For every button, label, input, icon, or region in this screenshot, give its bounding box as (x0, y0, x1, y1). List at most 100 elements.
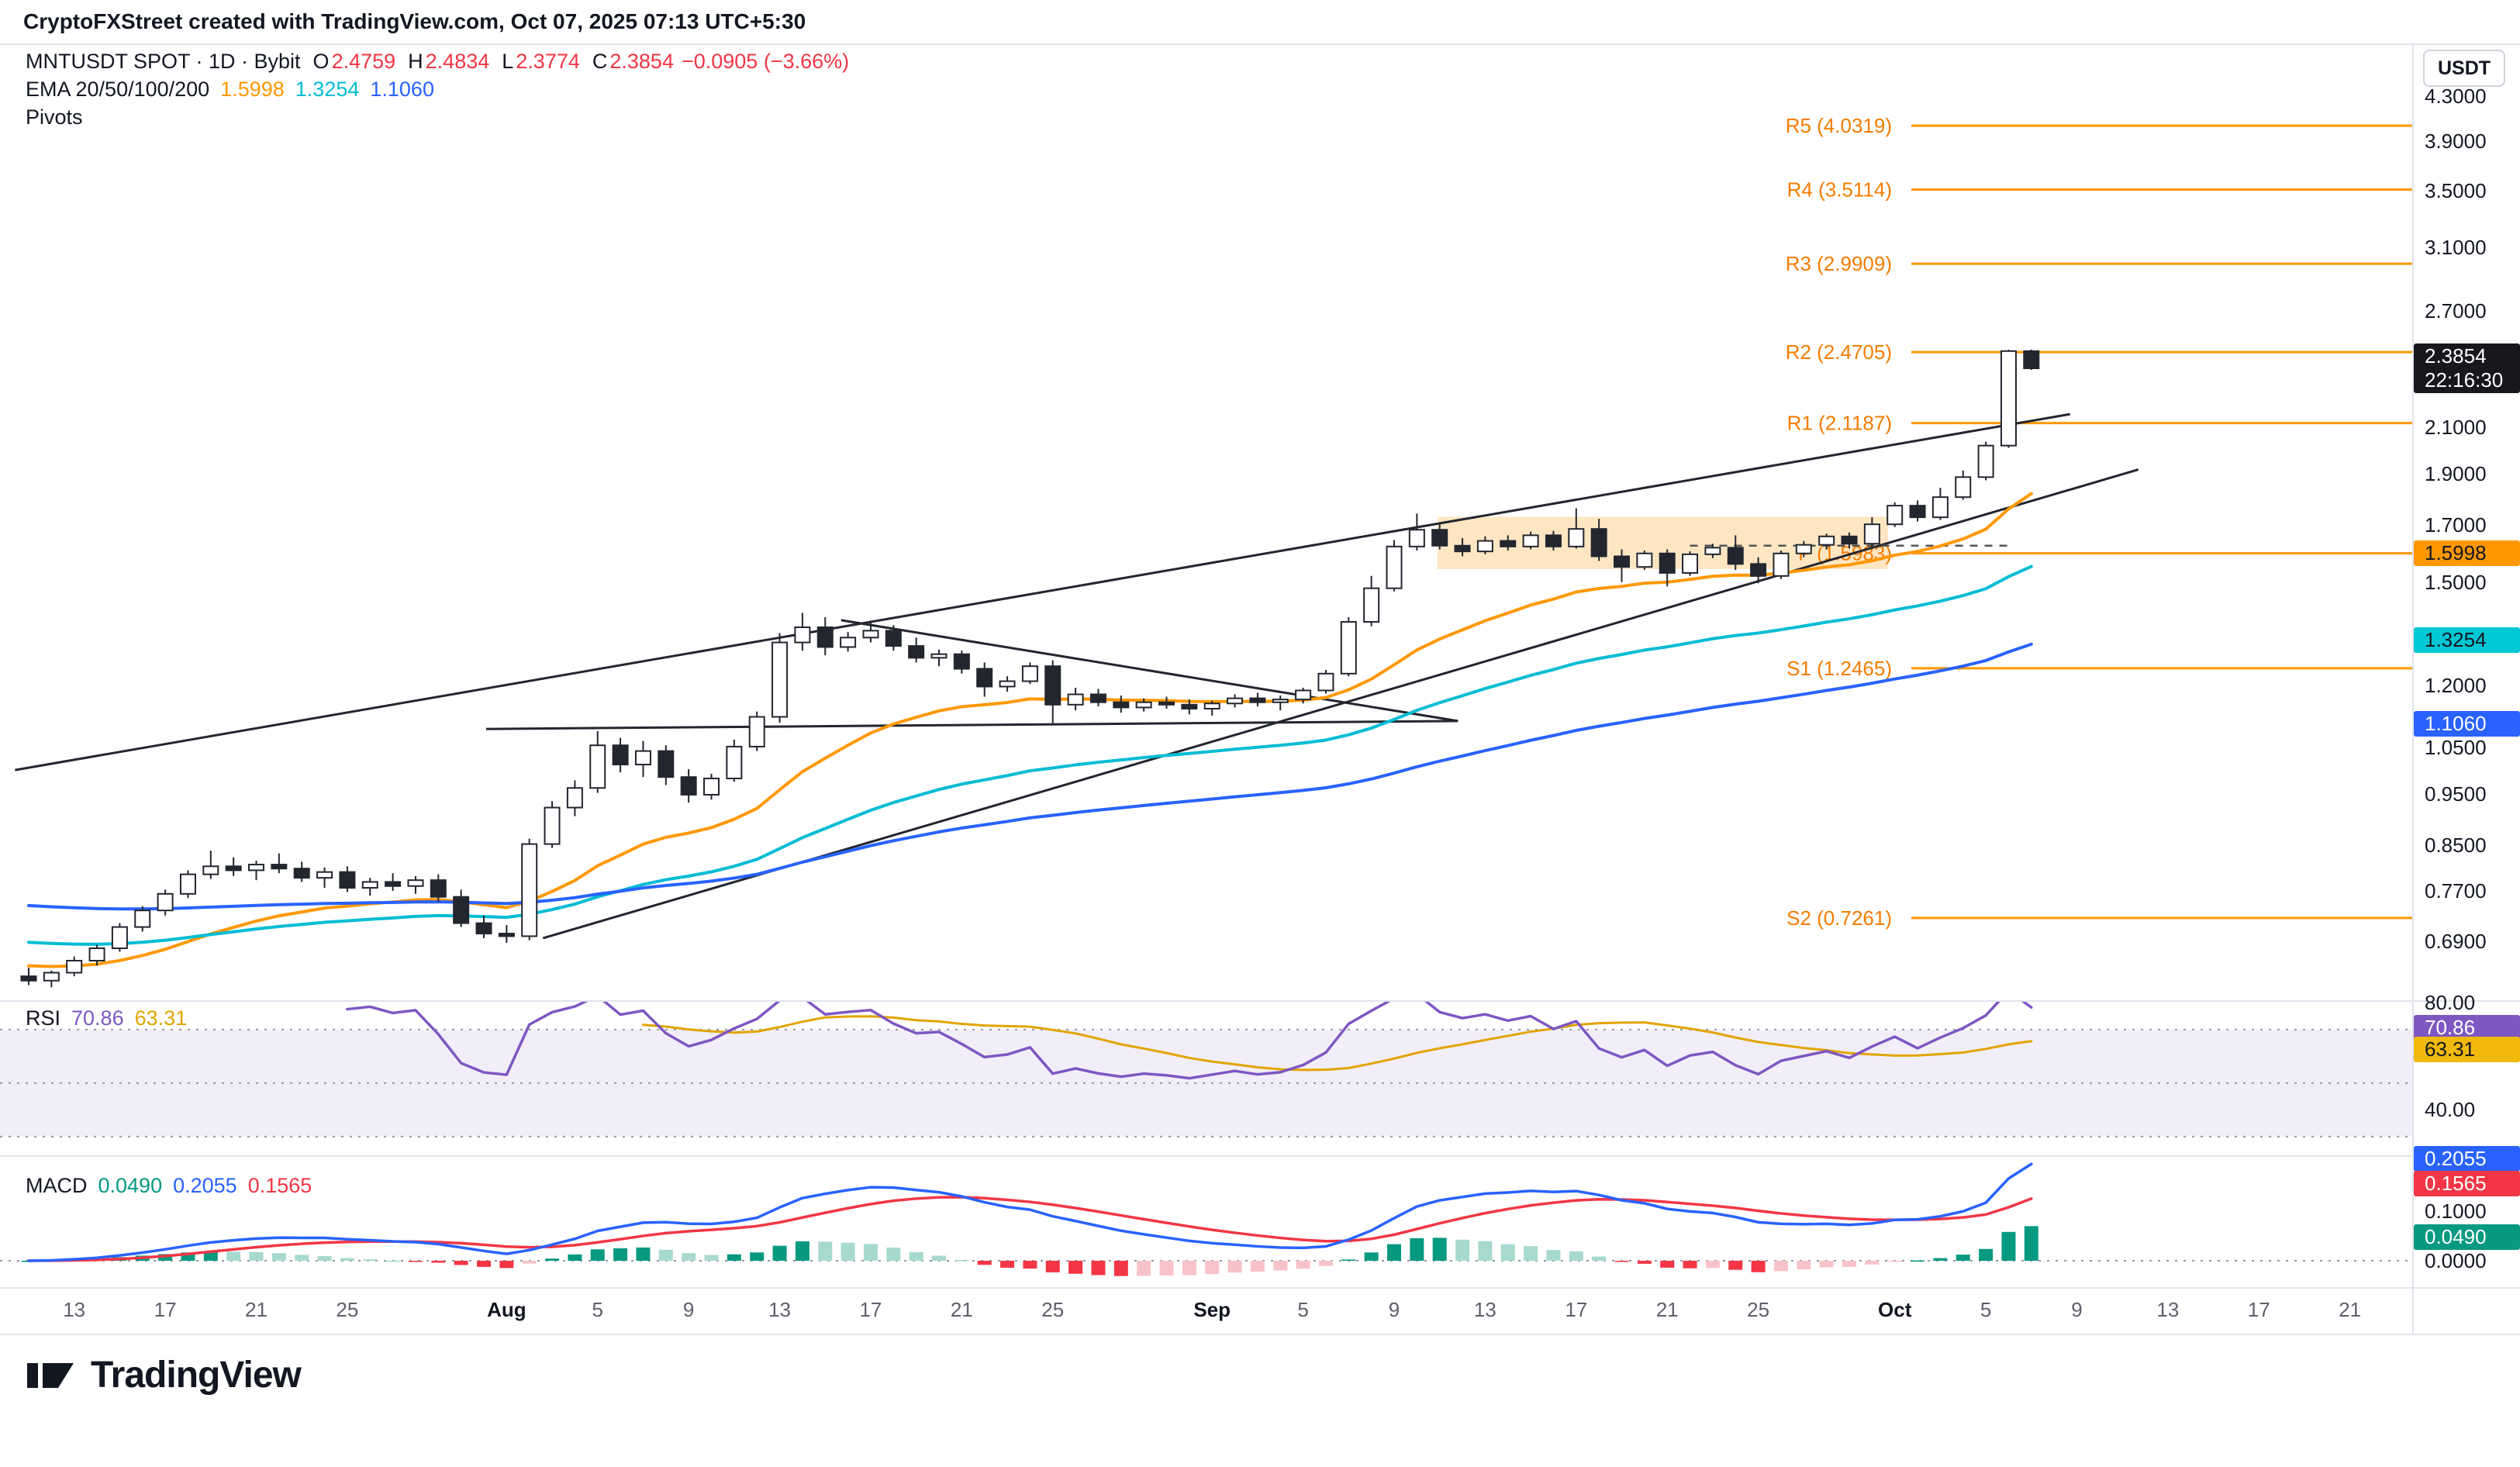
rsi-pane-separator[interactable] (0, 1000, 2520, 1002)
macd-histogram-bar (1023, 1261, 1037, 1269)
time-axis-label: 13 (2156, 1298, 2180, 1321)
macd-legend-label[interactable]: MACD (26, 1174, 88, 1197)
ohlc-values: O 2.4759 H 2.4834 L 2.3774 C 2.3854 −0.0905 (−3.… (301, 50, 850, 73)
pivot-label: S1 (1.2465) (1786, 657, 1892, 680)
pivot-label: R1 (2.1187) (1787, 412, 1892, 435)
macd-histogram-bar (1182, 1261, 1196, 1275)
rsi-pane[interactable] (0, 991, 2412, 1137)
macd-histogram-bar (863, 1244, 878, 1261)
macd-histogram-bar (727, 1254, 741, 1261)
macd-histogram-bar (1250, 1261, 1265, 1272)
axis-label: 4.3000 (2425, 84, 2487, 108)
macd-histogram-bar (1045, 1261, 1060, 1272)
macd-histogram-bar (658, 1249, 673, 1261)
macd-histogram-bar (1091, 1261, 1106, 1275)
time-axis-label: 21 (2339, 1298, 2362, 1321)
macd-histogram-bar (2001, 1231, 2016, 1261)
price-pane[interactable]: R5 (4.0319) R4 (3.5114) R3 (2.9909) R2 (2.4… (15, 114, 2412, 988)
trendline (841, 619, 1458, 723)
macd-histogram-bar (1705, 1261, 1720, 1269)
trendline (485, 720, 1458, 730)
macd-histogram-bar (203, 1251, 218, 1261)
axis-label: 2.7000 (2425, 299, 2487, 323)
legend-value: 1.3254 (295, 78, 360, 101)
time-axis-label: 17 (2247, 1298, 2270, 1321)
macd-histogram-bar (385, 1260, 400, 1262)
indicator-value-badge: 70.86 (2414, 1014, 2520, 1041)
chart-canvas[interactable]: R5 (4.0319) R4 (3.5114) R3 (2.9909) R2 (2.4… (0, 0, 2412, 1334)
macd-histogram-bar (545, 1258, 560, 1261)
macd-histogram-bar (1819, 1261, 1834, 1268)
time-axis-label: 17 (1565, 1298, 1588, 1321)
ohlc-value: 2.3774 (516, 50, 580, 73)
macd-histogram-bar (522, 1261, 537, 1264)
macd-pane[interactable] (0, 1162, 2412, 1276)
ohlc-value: 2.3854 (609, 50, 674, 73)
axis-label: 3.1000 (2425, 235, 2487, 259)
header-separator (0, 43, 2520, 45)
symbol-title[interactable]: MNTUSDT SPOT · 1D · Bybit (26, 50, 301, 73)
bar-countdown: 22:16:30 (2425, 368, 2504, 392)
footer-separator (0, 1334, 2520, 1335)
last-price-badge: 2.3854 22:16:30 (2414, 343, 2520, 393)
macd-histogram-bar (1227, 1261, 1242, 1273)
macd-histogram-bar (1296, 1261, 1310, 1269)
macd-histogram-bar (1911, 1260, 1925, 1262)
time-axis[interactable]: 13 17 21 25 Aug 5 9 13 17 21 25 Sep 5 9 13 17 21 25 Oct 5 9 1… (0, 1287, 2412, 1334)
macd-histogram-bar (1113, 1261, 1128, 1276)
time-axis-separator (0, 1287, 2520, 1289)
legend-value: 0.1565 (247, 1174, 312, 1197)
right-price-axis[interactable]: USDT 4.3000 3.9000 3.5000 3.1000 2.7000 2.100… (2414, 0, 2520, 1334)
macd-histogram-bar (1205, 1261, 1220, 1275)
indicator-value-badge: 1.1060 (2414, 711, 2520, 737)
ema-legend-label[interactable]: EMA 20/50/100/200 (26, 78, 210, 101)
legend-value: 0.0490 (98, 1174, 163, 1197)
macd-histogram-bar (1455, 1239, 1470, 1261)
axis-label: 1.0500 (2425, 736, 2487, 760)
macd-histogram-bar (772, 1245, 787, 1261)
rsi-legend-label[interactable]: RSI (26, 1006, 61, 1030)
axis-label: 3.9000 (2425, 129, 2487, 153)
currency-button[interactable]: USDT (2423, 50, 2505, 87)
macd-histogram-bar (636, 1247, 651, 1261)
axis-label: 1.9000 (2425, 461, 2487, 485)
macd-histogram-bar (1751, 1261, 1766, 1272)
time-axis-label: 25 (1041, 1298, 1065, 1321)
macd-histogram-bar (2024, 1226, 2038, 1261)
macd-histogram-bar (590, 1249, 605, 1261)
ohlc-value: 2.4834 (425, 50, 490, 73)
macd-histogram-bar (682, 1253, 696, 1261)
time-axis-label: 21 (245, 1298, 268, 1321)
legend-value: 70.86 (71, 1006, 124, 1030)
time-axis-label: 5 (592, 1298, 603, 1321)
macd-pane-separator[interactable] (0, 1155, 2520, 1157)
macd-histogram-bar (1068, 1261, 1083, 1274)
axis-label: 80.00 (2425, 991, 2476, 1015)
macd-histogram-bar (1478, 1241, 1493, 1261)
macd-histogram-bar (1614, 1261, 1629, 1262)
macd-histogram-bar (1364, 1252, 1379, 1261)
ohlc-key: O (312, 50, 330, 73)
axis-label: 0.9500 (2425, 782, 2487, 806)
macd-legend-row: MACD 0.0490 0.2055 0.1565 (26, 1174, 312, 1198)
rsi-values: 70.86 63.31 (60, 1006, 187, 1030)
macd-histogram-bar (1273, 1261, 1288, 1271)
legend-value: 63.31 (134, 1006, 188, 1030)
macd-histogram-bar (1000, 1261, 1015, 1269)
pivots-legend-label[interactable]: Pivots (26, 105, 83, 129)
indicator-value-badge: 0.0490 (2414, 1224, 2520, 1250)
time-axis-label: 17 (859, 1298, 882, 1321)
macd-values: 0.0490 0.2055 0.1565 (88, 1174, 312, 1197)
macd-histogram-bar (795, 1241, 810, 1261)
ohlc-key: L (502, 50, 514, 73)
pivot-label: R3 (2.9909) (1786, 252, 1892, 275)
axis-label: 0.1000 (2425, 1199, 2487, 1223)
tradingview-logo[interactable]: TradingView (26, 1354, 302, 1396)
trendline (15, 412, 2070, 771)
macd-histogram-bar (1773, 1261, 1788, 1272)
axis-label: 1.7000 (2425, 513, 2487, 537)
rsi-band (0, 1029, 2412, 1137)
macd-histogram-bar (1933, 1258, 1948, 1261)
macd-histogram-bar (1956, 1255, 1970, 1261)
ohlc-value: 2.4759 (331, 50, 396, 73)
